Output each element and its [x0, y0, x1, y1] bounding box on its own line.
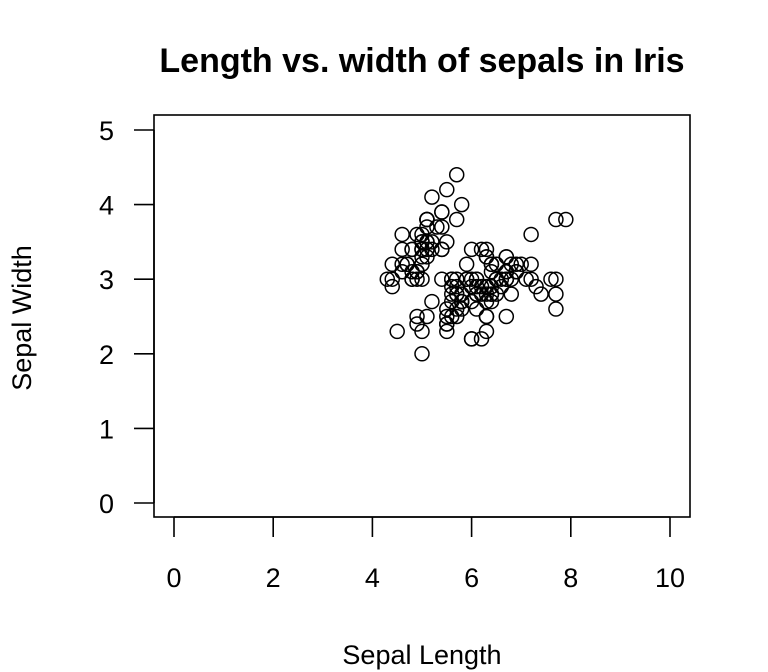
- data-point: [448, 271, 465, 287]
- data-point: [448, 167, 465, 183]
- x-axis-label: Sepal Length: [342, 640, 501, 670]
- data-point: [498, 271, 515, 287]
- data-point: [483, 286, 500, 302]
- data-point: [439, 323, 455, 340]
- data-point: [389, 323, 405, 340]
- x-tick-label: 6: [464, 563, 479, 593]
- data-point: [404, 271, 420, 287]
- chart-title: Length vs. width of sepals in Iris: [159, 42, 684, 80]
- data-point: [439, 308, 455, 325]
- data-point: [498, 308, 515, 325]
- y-tick-label: 5: [99, 116, 114, 146]
- data-point: [458, 271, 475, 287]
- data-point: [523, 256, 539, 273]
- data-point: [439, 181, 455, 198]
- data-point: [394, 256, 410, 273]
- data-point: [424, 189, 440, 205]
- data-point: [439, 234, 455, 250]
- data-point: [429, 219, 445, 235]
- data-point: [473, 241, 490, 258]
- y-axis-label: Sepal Width: [7, 245, 37, 391]
- data-point: [394, 241, 410, 258]
- data-point: [434, 271, 450, 287]
- x-tick-label: 10: [655, 563, 685, 593]
- plot-frame: [153, 114, 691, 518]
- data-point: [468, 301, 485, 317]
- data-point: [498, 249, 515, 265]
- data-point: [414, 256, 430, 273]
- y-tick-label: 2: [99, 340, 114, 370]
- data-point: [483, 256, 500, 273]
- data-point: [558, 211, 574, 228]
- data-point: [458, 256, 475, 273]
- x-tick-label: 0: [166, 563, 181, 593]
- y-tick-label: 4: [99, 191, 114, 221]
- data-point: [548, 211, 564, 228]
- data-point: [463, 241, 480, 258]
- data-point: [414, 249, 430, 265]
- data-point: [424, 241, 440, 258]
- data-point: [463, 331, 480, 347]
- data-point: [453, 286, 470, 302]
- data-point: [419, 308, 435, 325]
- x-axis: 0 2 4 6 8 10: [166, 516, 685, 593]
- data-point: [548, 271, 564, 287]
- y-tick-label: 0: [99, 489, 114, 519]
- data-point: [414, 241, 430, 258]
- data-point: [548, 286, 564, 302]
- data-point: [379, 271, 396, 287]
- x-tick-label: 4: [365, 563, 380, 593]
- data-point: [434, 204, 450, 220]
- data-point: [478, 308, 495, 325]
- data-point: [523, 226, 539, 243]
- data-point: [384, 256, 400, 273]
- data-point: [414, 346, 430, 362]
- data-point: [548, 301, 564, 317]
- y-tick-label: 1: [99, 414, 114, 444]
- data-point: [414, 234, 430, 250]
- data-point: [533, 286, 549, 302]
- data-point: [543, 271, 559, 287]
- data-point: [448, 211, 465, 228]
- y-tick-label: 3: [99, 265, 114, 295]
- data-point: [518, 271, 534, 287]
- data-point: [419, 219, 435, 235]
- data-point: [394, 226, 410, 243]
- data-point: [503, 286, 520, 302]
- data-point: [414, 323, 430, 340]
- data-point: [478, 241, 495, 258]
- data-point: [453, 293, 470, 310]
- x-tick-label: 8: [563, 563, 578, 593]
- data-point: [404, 241, 420, 258]
- data-point: [508, 256, 524, 273]
- data-point: [488, 271, 505, 287]
- data-point: [444, 286, 460, 302]
- data-point: [463, 271, 480, 287]
- data-point: [419, 211, 435, 228]
- data-point: [409, 308, 425, 325]
- data-point: [523, 271, 539, 287]
- data-point: [478, 286, 495, 302]
- data-point: [478, 323, 495, 340]
- data-point: [468, 271, 485, 287]
- y-axis: 0 1 2 3 4 5: [99, 116, 155, 519]
- data-point: [473, 286, 490, 302]
- data-point: [439, 316, 455, 332]
- x-tick-label: 2: [266, 563, 281, 593]
- data-point: [384, 271, 400, 287]
- data-point: [434, 219, 450, 235]
- data-points: [379, 167, 574, 362]
- data-point: [404, 263, 420, 280]
- data-point: [424, 293, 440, 310]
- data-point: [448, 308, 465, 325]
- data-point: [453, 196, 470, 213]
